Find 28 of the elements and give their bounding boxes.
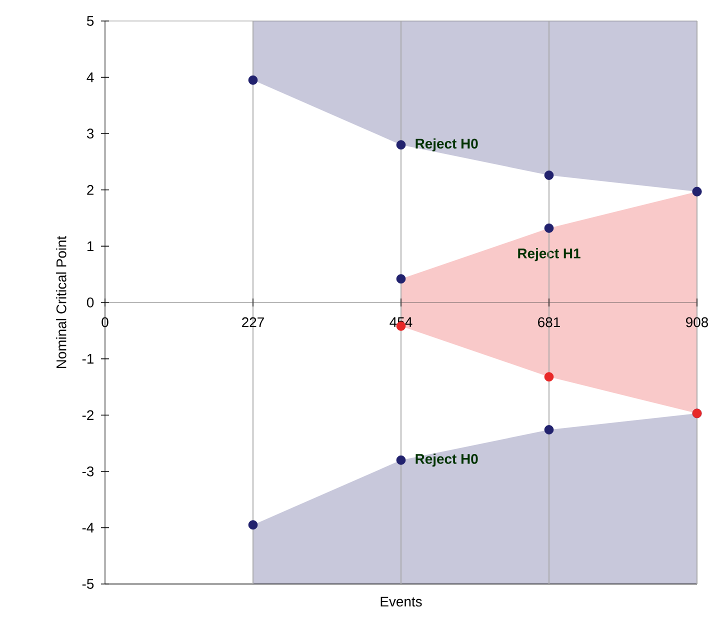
y-tick-label: -1 xyxy=(82,354,94,364)
x-tick-label: 227 xyxy=(242,317,264,328)
y-tick-label: -4 xyxy=(82,522,94,532)
y-tick-label: 0 xyxy=(86,298,94,308)
y-tick-label: 1 xyxy=(87,241,94,251)
y-axis-title: Nominal Critical Point xyxy=(56,236,66,368)
x-tick-label: 681 xyxy=(538,317,560,328)
point xyxy=(544,372,554,382)
annotation: Reject H0 xyxy=(416,138,478,152)
y-tick-label: -3 xyxy=(82,466,94,476)
y-tick-label: 5 xyxy=(86,16,94,26)
annotation: Reject H0 xyxy=(416,454,478,467)
y-tick-label: -2 xyxy=(82,410,94,420)
y-tick-label: -5 xyxy=(82,579,94,589)
point xyxy=(396,455,406,465)
annotation: Reject H1 xyxy=(518,248,580,262)
point xyxy=(248,75,258,85)
point xyxy=(544,224,554,233)
point xyxy=(396,140,406,150)
x-axis-title: Events xyxy=(380,596,422,607)
point xyxy=(544,425,554,434)
y-tick-label: 2 xyxy=(87,185,94,195)
y-tick-label: 3 xyxy=(86,128,94,139)
point xyxy=(396,274,406,284)
x-tick-label: 908 xyxy=(686,317,708,328)
point xyxy=(544,170,554,180)
point xyxy=(248,520,258,530)
y-tick-label: 4 xyxy=(86,72,94,82)
